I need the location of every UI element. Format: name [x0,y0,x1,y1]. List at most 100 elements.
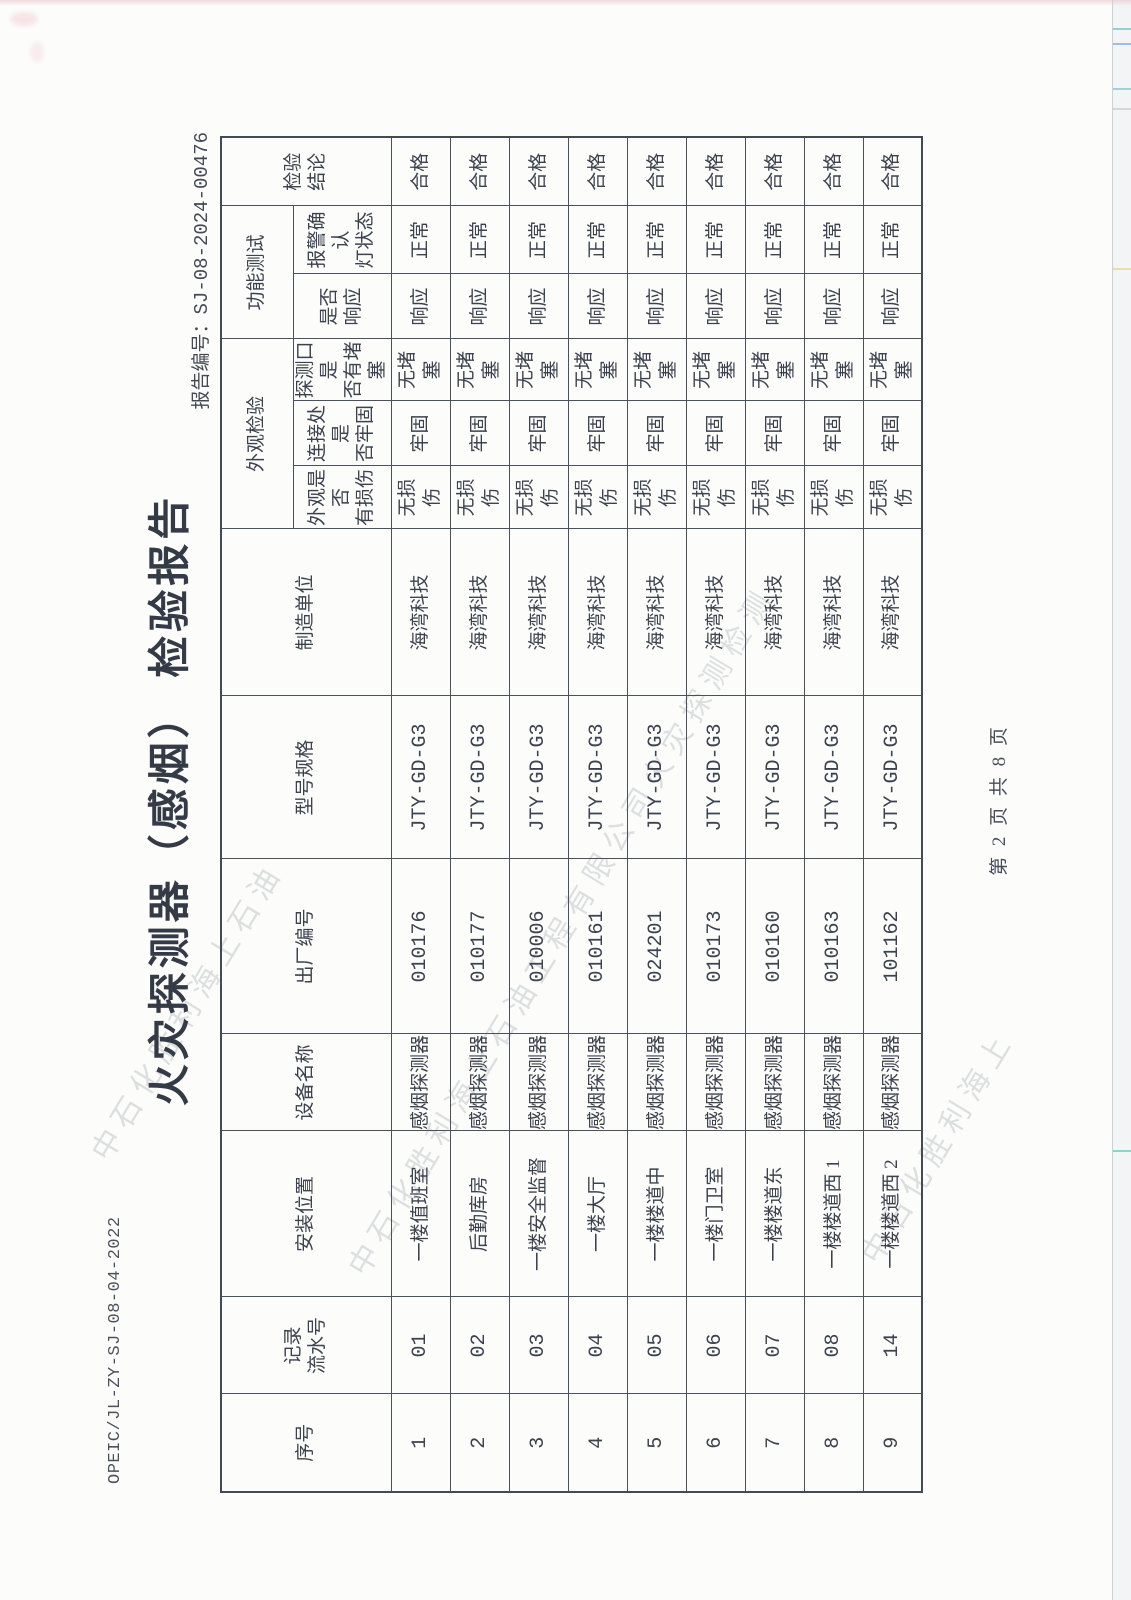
cell-appearance-damage: 无损 伤 [568,466,628,529]
table-row: 7 07 一楼楼道东 感烟探测器 010160 JTY-GD-G3 海湾科技 无… [745,136,805,1492]
cell-alarm-light: 正常 [568,205,628,274]
cell-record-no: 01 [391,1297,451,1394]
cell-location: 一楼楼道西 2 [863,1131,923,1297]
col-header-model: 型号规格 [221,696,392,859]
cell-factory-no: 010163 [804,859,864,1034]
report-number-value: SJ-08-2024-00476 [191,132,213,315]
cell-record-no: 04 [568,1297,628,1394]
col-header-conclusion: 检验 结论 [221,136,392,206]
cell-conclusion: 合格 [568,136,628,206]
cell-connection-firm: 牢固 [391,401,451,466]
cell-connection-firm: 牢固 [509,401,569,466]
cell-seq: 1 [391,1394,451,1492]
cell-appearance-damage: 无损 伤 [509,466,569,529]
cell-appearance-damage: 无损 伤 [686,466,746,529]
cell-seq: 6 [686,1394,746,1492]
cell-location: 一楼楼道西 1 [804,1131,864,1297]
scan-smudge [30,42,44,62]
cell-conclusion: 合格 [391,136,451,206]
cell-record-no: 03 [509,1297,569,1394]
col-header-factory-no: 出厂编号 [221,859,392,1034]
cell-port-block: 无堵 塞 [450,339,510,401]
col-header-record-no: 记录 流水号 [221,1297,392,1394]
ruled-line [1113,88,1131,90]
ruled-line [1113,1150,1131,1152]
cell-manufacturer: 海湾科技 [627,529,687,696]
cell-location: 一楼门卫室 [686,1131,746,1297]
cell-conclusion: 合格 [863,136,923,206]
cell-factory-no: 010176 [391,859,451,1034]
col-group-appearance: 外观检验 [221,339,293,529]
table-body: 1 01 一楼值班室 感烟探测器 010176 JTY-GD-G3 海湾科技 无… [391,136,923,1492]
cell-port-block: 无堵 塞 [804,339,864,401]
cell-location: 一楼楼道中 [627,1131,687,1297]
cell-appearance-damage: 无损 伤 [627,466,687,529]
cell-conclusion: 合格 [686,136,746,206]
col-header-manufacturer: 制造单位 [221,529,392,696]
cell-model: JTY-GD-G3 [804,696,864,859]
cell-model: JTY-GD-G3 [391,696,451,859]
cell-respond: 响应 [686,274,746,339]
cell-manufacturer: 海湾科技 [686,529,746,696]
table-header: 序号 记录 流水号 安装位置 设备名称 出厂编号 型号规格 制造单位 外观检验 … [221,136,392,1492]
table-row: 2 02 后勤库房 感烟探测器 010177 JTY-GD-G3 海湾科技 无损… [450,136,510,1492]
scan-smudge [10,12,38,26]
cell-port-block: 无堵 塞 [568,339,628,401]
cell-respond: 响应 [568,274,628,339]
cell-appearance-damage: 无损 伤 [450,466,510,529]
cell-appearance-damage: 无损 伤 [745,466,805,529]
col-header-device-name: 设备名称 [221,1034,392,1131]
cell-respond: 响应 [509,274,569,339]
cell-connection-firm: 牢固 [745,401,805,466]
scan-edge-tint [0,0,1131,6]
cell-model: JTY-GD-G3 [627,696,687,859]
cell-respond: 响应 [450,274,510,339]
col-header-port-block: 探测口是 否有堵塞 [293,339,392,401]
cell-port-block: 无堵 塞 [745,339,805,401]
table-row: 6 06 一楼门卫室 感烟探测器 010173 JTY-GD-G3 海湾科技 无… [686,136,746,1492]
cell-conclusion: 合格 [804,136,864,206]
col-header-appearance-damage: 外观是否 有损伤 [293,466,392,529]
cell-manufacturer: 海湾科技 [804,529,864,696]
cell-manufacturer: 海湾科技 [745,529,805,696]
cell-location: 一楼大厅 [568,1131,628,1297]
cell-manufacturer: 海湾科技 [509,529,569,696]
cell-alarm-light: 正常 [391,205,451,274]
cell-seq: 7 [745,1394,805,1492]
cell-port-block: 无堵 塞 [863,339,923,401]
cell-model: JTY-GD-G3 [568,696,628,859]
ruled-line [1113,43,1131,45]
cell-respond: 响应 [391,274,451,339]
cell-alarm-light: 正常 [863,205,923,274]
cell-connection-firm: 牢固 [863,401,923,466]
cell-factory-no: 010161 [568,859,628,1034]
cell-seq: 8 [804,1394,864,1492]
cell-alarm-light: 正常 [509,205,569,274]
cell-connection-firm: 牢固 [627,401,687,466]
cell-model: JTY-GD-G3 [686,696,746,859]
cell-record-no: 08 [804,1297,864,1394]
adjacent-page-edge [1112,0,1131,1600]
cell-respond: 响应 [745,274,805,339]
cell-location: 一楼楼道东 [745,1131,805,1297]
cell-manufacturer: 海湾科技 [450,529,510,696]
report-number: 报告编号：SJ-08-2024-00476 [186,132,213,409]
table-row: 9 14 一楼楼道西 2 感烟探测器 101162 JTY-GD-G3 海湾科技… [863,136,923,1492]
cell-alarm-light: 正常 [627,205,687,274]
cell-appearance-damage: 无损 伤 [391,466,451,529]
cell-respond: 响应 [627,274,687,339]
col-header-alarm-light: 报警确认 灯状态 [293,205,392,274]
col-header-respond: 是否 响应 [293,274,392,339]
cell-device-name: 感烟探测器 [745,1034,805,1131]
cell-seq: 9 [863,1394,923,1492]
table-row: 1 01 一楼值班室 感烟探测器 010176 JTY-GD-G3 海湾科技 无… [391,136,451,1492]
cell-manufacturer: 海湾科技 [391,529,451,696]
col-header-location: 安装位置 [221,1131,392,1297]
cell-alarm-light: 正常 [450,205,510,274]
report-number-label: 报告编号： [191,314,212,410]
cell-factory-no: 010006 [509,859,569,1034]
table-row: 5 05 一楼楼道中 感烟探测器 024201 JTY-GD-G3 海湾科技 无… [627,136,687,1492]
cell-location: 后勤库房 [450,1131,510,1297]
cell-port-block: 无堵 塞 [391,339,451,401]
